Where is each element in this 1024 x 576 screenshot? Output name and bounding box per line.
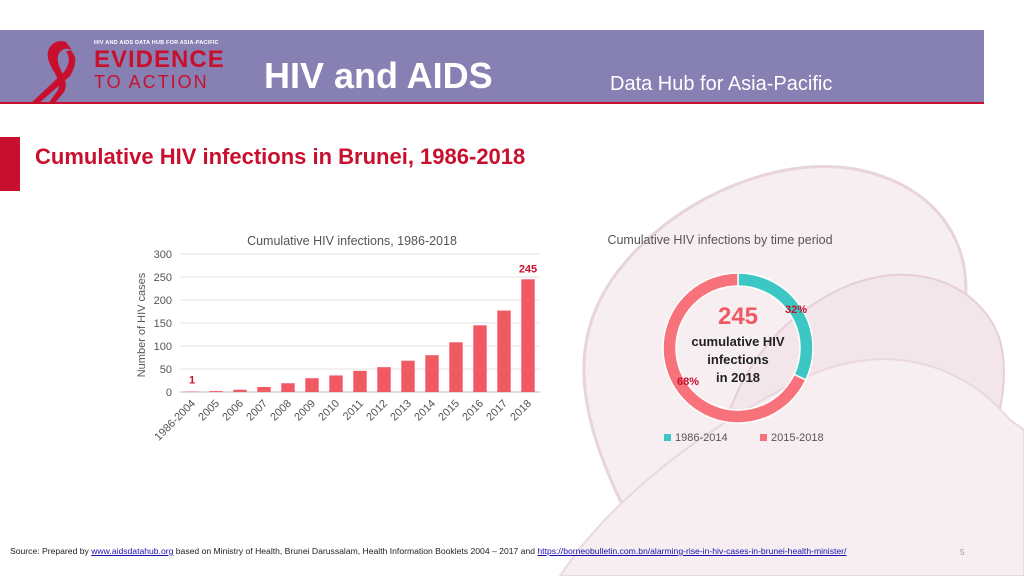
source-note: Source: Prepared by www.aidsdatahub.org …: [10, 546, 846, 556]
donut-chart-slices: [662, 272, 814, 424]
percent-label: 68%: [677, 376, 699, 388]
x-tick-label: 2010: [316, 398, 342, 424]
y-tick-label: 250: [154, 272, 172, 284]
bar-chart-bars: [185, 279, 535, 392]
x-tick-label: 2014: [412, 398, 438, 424]
bar: [497, 310, 511, 392]
y-tick-label: 100: [154, 341, 172, 353]
percent-label: 32%: [785, 304, 807, 316]
data-label: 1: [189, 375, 195, 387]
bar: [329, 375, 343, 392]
logo-to-action-text: TO ACTION: [94, 72, 209, 92]
header-title: HIV and AIDS: [264, 55, 493, 96]
legend-label: 1986-2014: [675, 432, 728, 444]
bar: [353, 370, 367, 392]
legend-swatch: [664, 434, 671, 441]
x-tick-label: 2006: [220, 398, 246, 424]
donut-chart-percent-labels: 32% 68%: [677, 304, 807, 388]
bar: [473, 325, 487, 392]
source-middle: based on Ministry of Health, Brunei Daru…: [173, 546, 538, 556]
bar: [305, 378, 319, 392]
evidence-to-action-logo[interactable]: HIV AND AIDS DATA HUB FOR ASIA-PACIFIC E…: [18, 36, 248, 104]
x-tick-label: 2013: [388, 398, 414, 424]
donut-center-line-3: in 2018: [716, 370, 760, 385]
bar: [209, 391, 223, 392]
bar-chart-y-axis-label: Number of HIV cases: [136, 272, 148, 377]
data-label: 245: [519, 263, 537, 275]
y-tick-label: 300: [154, 249, 172, 261]
header-subtitle: Data Hub for Asia-Pacific: [610, 73, 833, 95]
y-tick-label: 50: [160, 364, 172, 376]
bar: [521, 279, 535, 392]
donut-chart-by-period: Cumulative HIV infections by time period…: [607, 233, 832, 444]
y-tick-label: 150: [154, 318, 172, 330]
legend-swatch: [760, 434, 767, 441]
x-tick-label: 2007: [244, 398, 270, 424]
bar: [425, 355, 439, 392]
bar: [401, 360, 415, 392]
donut-chart-legend: 1986-2014 2015-2018: [664, 432, 824, 444]
donut-center-line-1: cumulative HIV: [691, 334, 785, 349]
bar: [257, 386, 271, 392]
borneo-bulletin-link[interactable]: https://borneobulletin.com.bn/alarming-r…: [537, 546, 847, 556]
x-tick-label: 2008: [268, 398, 294, 424]
x-tick-label: 2017: [484, 398, 510, 424]
x-tick-label: 2009: [292, 398, 318, 424]
logo-tagline: HIV AND AIDS DATA HUB FOR ASIA-PACIFIC: [94, 40, 219, 46]
donut-chart-title: Cumulative HIV infections by time period: [607, 233, 832, 247]
x-tick-label: 2005: [196, 398, 222, 424]
y-tick-label: 0: [166, 387, 172, 399]
header-banner: HIV AND AIDS DATA HUB FOR ASIA-PACIFIC E…: [0, 30, 984, 104]
bar: [233, 389, 247, 392]
x-tick-label: 2018: [508, 398, 534, 424]
bar-chart-y-ticks: 0 50 100 150 200 250 300: [154, 249, 172, 399]
bar-chart-x-ticks: 1986-20042005200620072008200920102011201…: [152, 398, 534, 444]
donut-center-line-2: infections: [707, 352, 768, 367]
x-tick-label: 2015: [436, 398, 462, 424]
bar-chart-cumulative-infections: Cumulative HIV infections, 1986-2018 0 50…: [136, 234, 540, 444]
x-tick-label: 2016: [460, 398, 486, 424]
x-tick-label: 2011: [341, 398, 366, 423]
bar-chart-title: Cumulative HIV infections, 1986-2018: [247, 234, 457, 248]
bar: [449, 342, 463, 392]
page-title: Cumulative HIV infections in Brunei, 198…: [35, 144, 526, 169]
bar: [281, 383, 295, 392]
source-prefix: Source: Prepared by: [10, 546, 92, 556]
donut-slice: [662, 272, 807, 424]
logo-evidence-text: EVIDENCE: [94, 46, 225, 73]
legend-label: 2015-2018: [771, 432, 824, 444]
x-tick-label: 1986-2004: [152, 398, 198, 444]
x-tick-label: 2012: [364, 398, 390, 424]
bar: [377, 367, 391, 392]
red-ribbon-icon: [30, 41, 76, 104]
aidsdatahub-link[interactable]: www.aidsdatahub.org: [91, 546, 174, 556]
page-number: 5: [960, 548, 965, 557]
y-tick-label: 200: [154, 295, 172, 307]
donut-center-value: 245: [718, 303, 758, 330]
title-accent-bar: [0, 137, 20, 191]
bar-chart-data-labels: 1 245: [189, 263, 537, 386]
